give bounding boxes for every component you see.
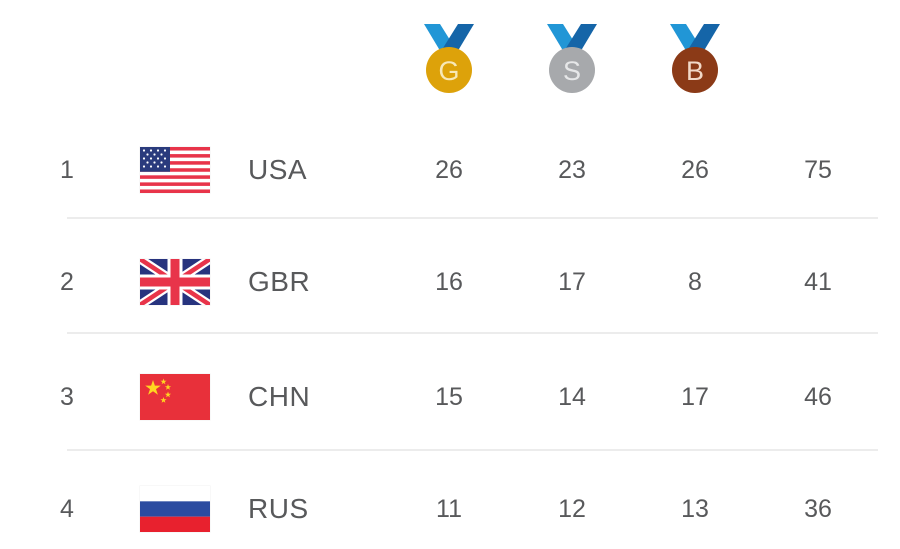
- gold-column-header: G: [404, 22, 494, 98]
- row-total-count: 41: [804, 267, 832, 296]
- flag-rus-icon: [140, 486, 220, 532]
- row-country-code: RUS: [248, 493, 309, 524]
- row-silver-count: 23: [558, 155, 586, 184]
- row-country-code: USA: [248, 154, 308, 185]
- svg-text:S: S: [563, 56, 581, 86]
- table-row[interactable]: 4 RUS 11 12 13 36: [0, 474, 900, 544]
- row-rank: 2: [60, 267, 74, 296]
- row-silver-count: 12: [558, 494, 586, 523]
- row-country-code: CHN: [248, 381, 311, 412]
- row-bronze-count: 17: [681, 382, 709, 411]
- gold-medal-icon: G: [418, 22, 480, 98]
- row-divider: [67, 449, 878, 451]
- table-row[interactable]: 3 CHN 15 14 17 46: [0, 362, 900, 432]
- bronze-column-header: B: [650, 22, 740, 98]
- row-total-count: 46: [804, 382, 832, 411]
- silver-column-header: S: [527, 22, 617, 98]
- table-row[interactable]: 2 GBR 16 17 8 41: [0, 247, 900, 317]
- bronze-medal-icon: B: [664, 22, 726, 98]
- flag-chn-icon: [140, 374, 220, 420]
- row-gold-count: 15: [435, 382, 463, 411]
- row-silver-count: 14: [558, 382, 586, 411]
- row-bronze-count: 13: [681, 494, 709, 523]
- row-silver-count: 17: [558, 267, 586, 296]
- row-rank: 4: [60, 494, 74, 523]
- row-bronze-count: 26: [681, 155, 709, 184]
- flag-usa-icon: [140, 147, 220, 193]
- flag-gbr-icon: [140, 259, 220, 305]
- row-total-count: 75: [804, 155, 832, 184]
- row-rank: 3: [60, 382, 74, 411]
- row-rank: 1: [60, 155, 74, 184]
- row-bronze-count: 8: [688, 267, 702, 296]
- svg-text:G: G: [438, 56, 459, 86]
- row-gold-count: 26: [435, 155, 463, 184]
- silver-medal-icon: S: [541, 22, 603, 98]
- row-gold-count: 16: [435, 267, 463, 296]
- table-row[interactable]: 1: [0, 135, 900, 205]
- svg-text:B: B: [686, 56, 704, 86]
- row-total-count: 36: [804, 494, 832, 523]
- row-divider: [67, 332, 878, 334]
- table-header-row: G S B: [0, 20, 900, 100]
- row-gold-count: 11: [436, 494, 462, 523]
- row-country-code: GBR: [248, 266, 311, 297]
- row-divider: [67, 217, 878, 219]
